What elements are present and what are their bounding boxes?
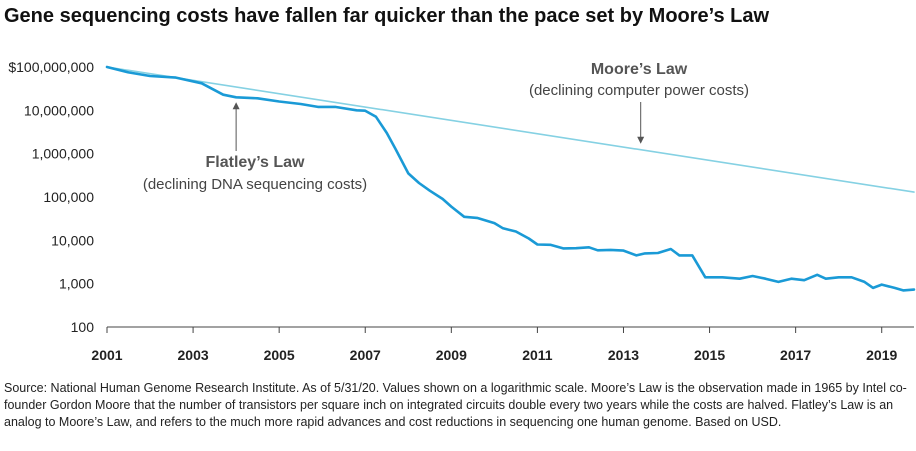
moores-law-annotation-title: Moore’s Law <box>591 61 688 78</box>
y-tick-label: 1,000 <box>59 276 94 292</box>
y-tick-label: 10,000 <box>51 232 94 248</box>
flatleys-law-annotation-subtitle: (declining DNA sequencing costs) <box>143 176 367 193</box>
x-tick-label: 2015 <box>694 347 725 363</box>
chart-title: Gene sequencing costs have fallen far qu… <box>4 5 770 27</box>
x-tick-label: 2019 <box>866 347 897 363</box>
y-tick-label: 10,000,000 <box>24 102 94 118</box>
source-note: Source: National Human Genome Research I… <box>4 381 907 429</box>
moores-law-line <box>106 66 915 193</box>
y-tick-label: 100 <box>71 319 95 335</box>
moores-law-annotation-subtitle: (declining computer power costs) <box>529 82 749 99</box>
y-tick-label: 100,000 <box>43 189 94 205</box>
y-tick-label: $100,000,000 <box>8 59 94 75</box>
x-tick-label: 2001 <box>91 347 122 363</box>
y-tick-label: 1,000,000 <box>32 146 94 162</box>
flatleys-law-line <box>105 65 916 292</box>
x-tick-label: 2005 <box>264 347 295 363</box>
x-tick-label: 2007 <box>350 347 381 363</box>
x-tick-label: 2017 <box>780 347 811 363</box>
x-tick-label: 2003 <box>178 347 209 363</box>
x-tick-label: 2013 <box>608 347 639 363</box>
flatleys-law-arrow-head <box>232 102 240 110</box>
flatleys-law-annotation-title: Flatley’s Law <box>206 154 306 171</box>
x-tick-label: 2011 <box>522 347 553 363</box>
moores-law-arrow-head <box>637 136 645 144</box>
x-tick-label: 2009 <box>436 347 467 363</box>
